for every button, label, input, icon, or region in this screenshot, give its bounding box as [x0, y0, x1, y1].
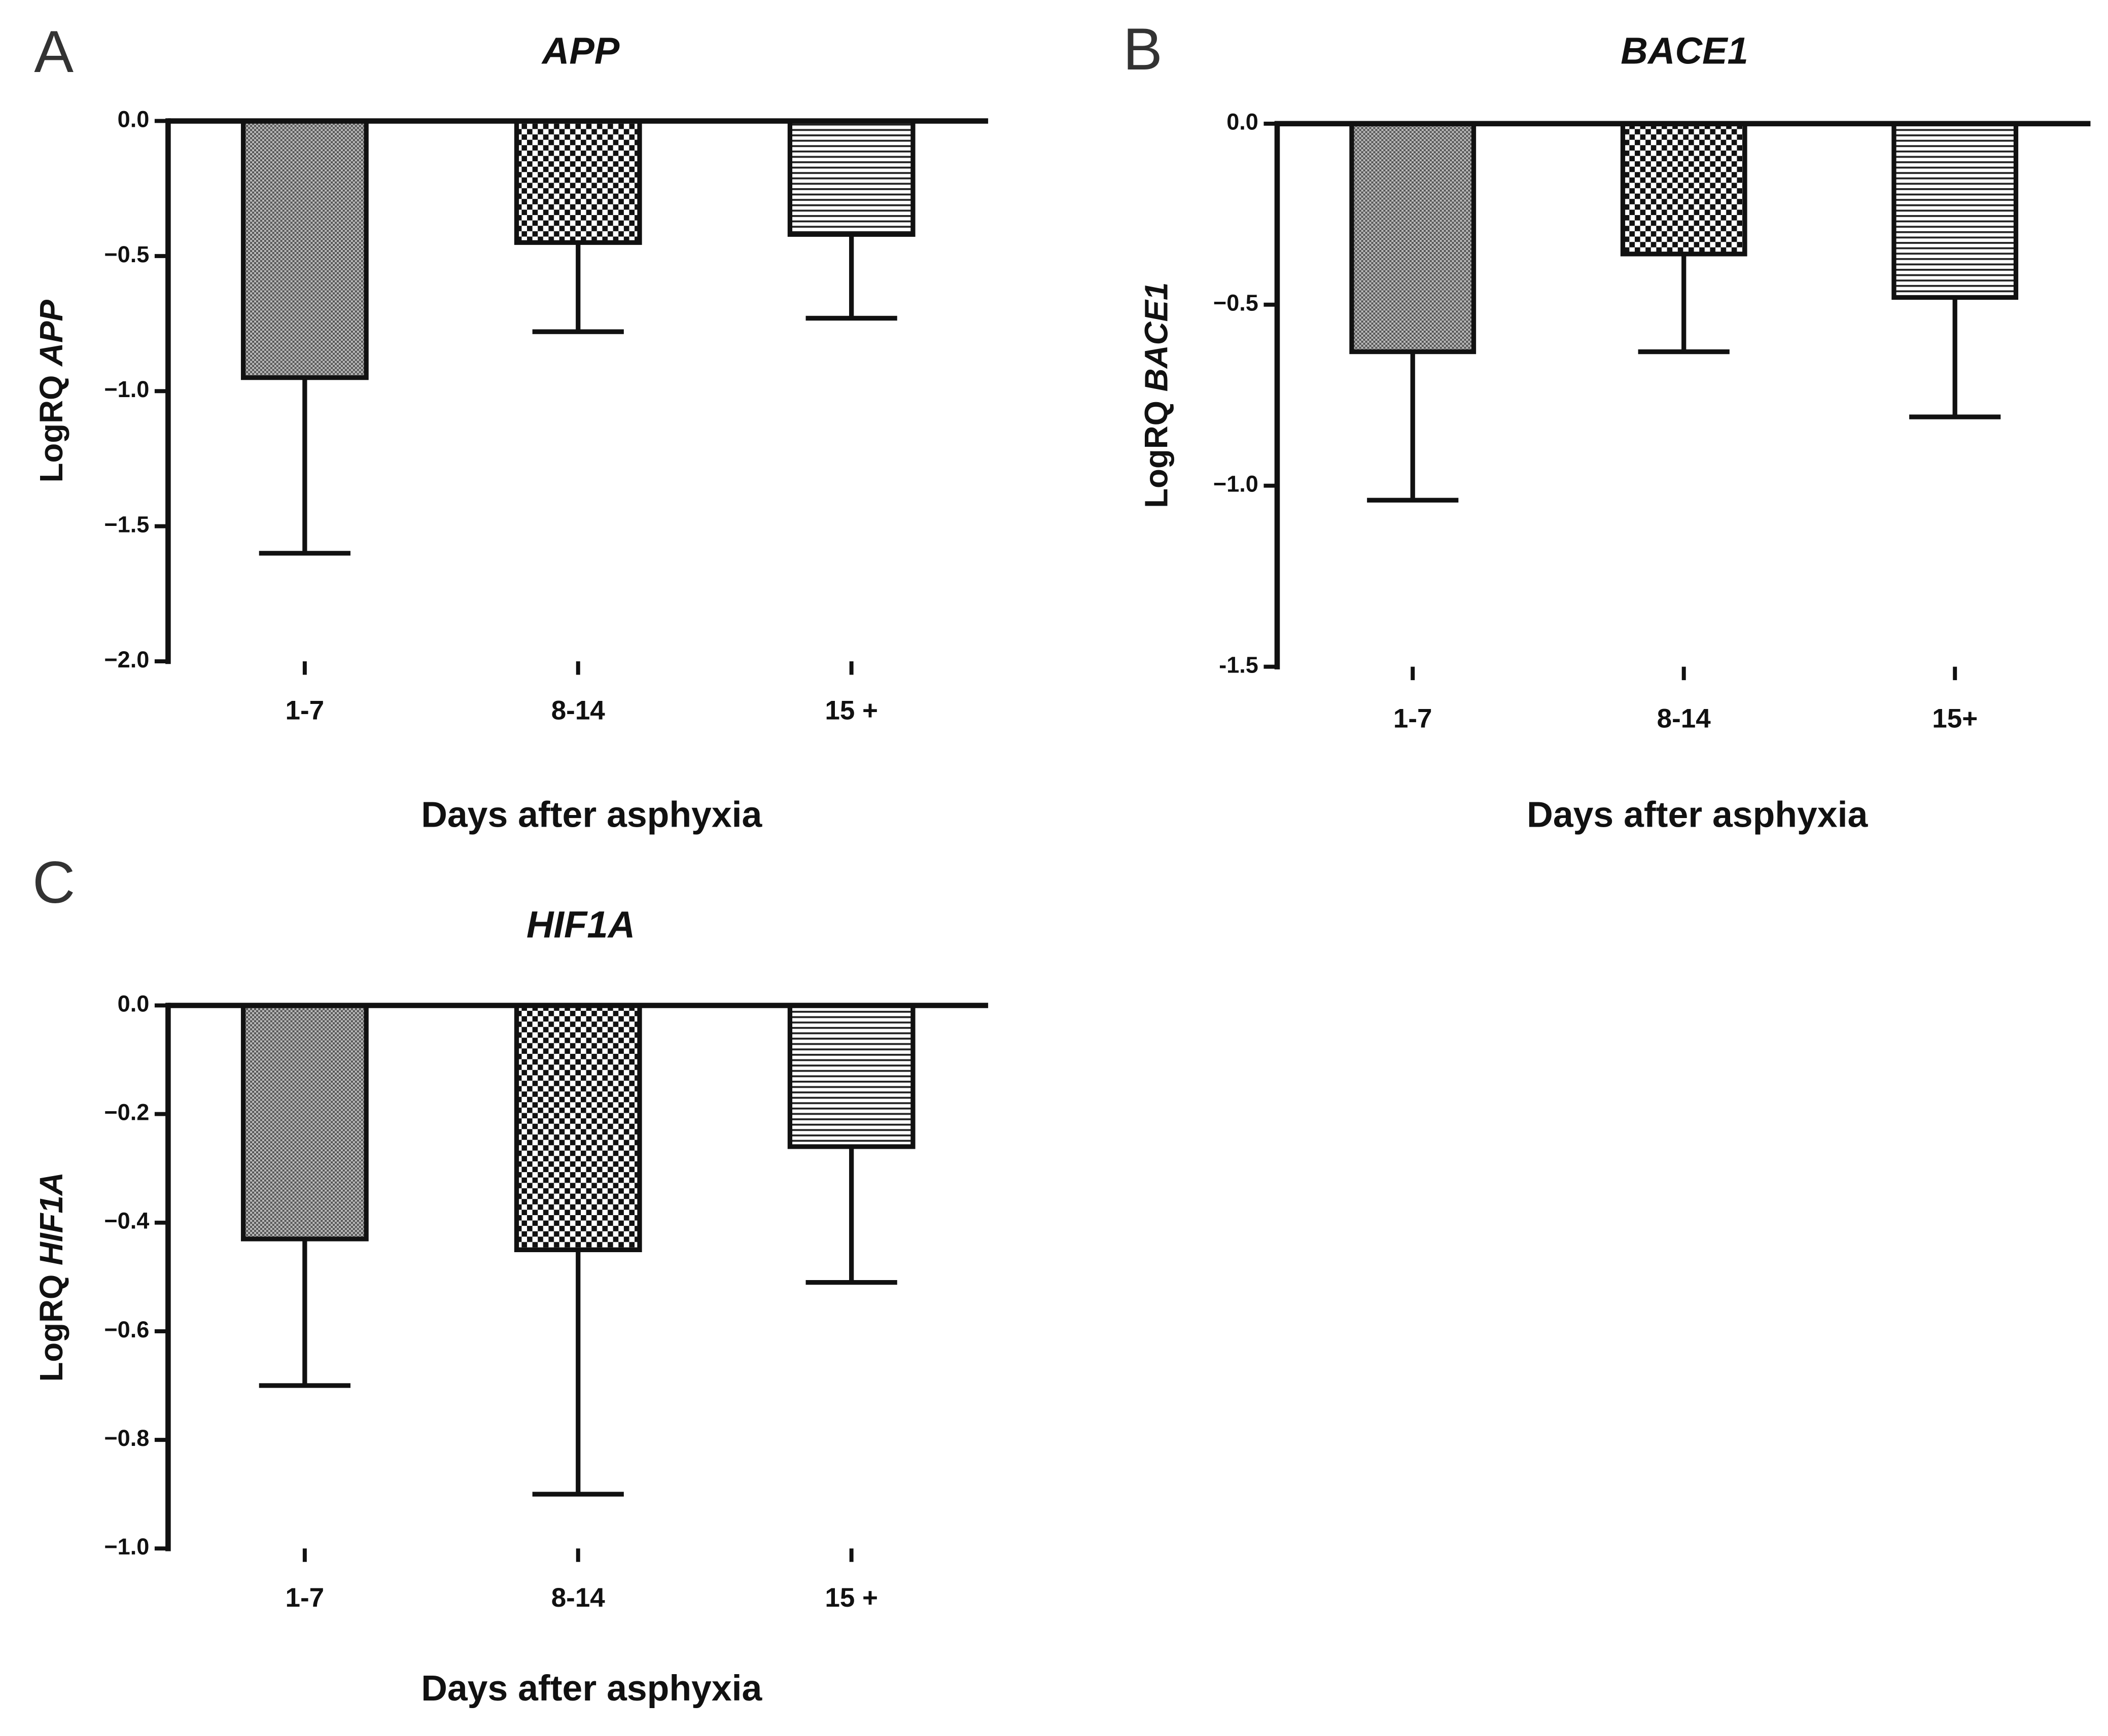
y-tick-label: −1.0: [104, 1534, 149, 1560]
x-tick-label: 1-7: [286, 1583, 325, 1613]
y-axis-label-gene: APP: [33, 300, 69, 367]
y-tick-label: 0.0: [1226, 109, 1258, 135]
bar: [514, 1003, 642, 1252]
y-tick-label: −0.8: [104, 1425, 149, 1451]
x-tick-label: 8-14: [1657, 704, 1711, 734]
y-tick-label: −0.2: [104, 1100, 149, 1125]
x-tick-label: 15+: [1932, 704, 1978, 734]
x-tick-label: 15 +: [825, 1583, 878, 1613]
bar: [514, 118, 642, 245]
y-tick-label: −2.0: [104, 647, 149, 672]
x-tick-label: 1-7: [286, 696, 325, 726]
y-tick-label: −0.4: [104, 1208, 149, 1234]
bar: [1349, 121, 1477, 355]
y-axis-label-gene: HIF1A: [33, 1172, 69, 1265]
bar: [1891, 121, 2019, 300]
chart-title: HIF1A: [526, 903, 635, 945]
chart-title: APP: [541, 30, 620, 72]
y-tick-label: 0.0: [118, 990, 150, 1016]
y-axis-label-text: LogRQ: [33, 1274, 69, 1382]
y-tick-label: -1.5: [1219, 652, 1258, 678]
x-tick-label: 15 +: [825, 696, 878, 726]
bar: [1620, 121, 1747, 257]
y-axis-label-text: LogRQ: [33, 375, 69, 483]
x-tick-label: 8-14: [551, 696, 606, 726]
y-axis-label-text: LogRQ: [1139, 401, 1175, 508]
bar: [240, 1003, 369, 1242]
y-tick-label: −1.0: [104, 376, 149, 402]
x-axis-label: Days after asphyxia: [1527, 794, 1868, 835]
y-tick-label: −0.5: [104, 241, 149, 267]
y-tick-label: 0.0: [118, 106, 150, 132]
y-tick-label: −0.5: [1213, 290, 1258, 316]
y-axis-label: LogRQ BACE1: [1139, 282, 1175, 508]
bar: [787, 118, 916, 237]
y-axis-label: LogRQ HIF1A: [33, 1172, 69, 1381]
bar: [787, 1003, 916, 1149]
x-tick-label: 8-14: [551, 1583, 606, 1613]
y-tick-label: −1.5: [104, 512, 149, 538]
y-axis-label-gene: BACE1: [1139, 282, 1175, 392]
y-tick-label: −0.6: [104, 1317, 149, 1342]
y-axis-label: LogRQ APP: [33, 300, 69, 483]
x-axis-label: Days after asphyxia: [421, 1668, 762, 1709]
bar: [240, 118, 369, 380]
chart-title: BACE1: [1621, 30, 1748, 72]
x-tick-label: 1-7: [1393, 704, 1432, 734]
x-axis-label: Days after asphyxia: [421, 794, 762, 835]
y-tick-label: −1.0: [1213, 471, 1258, 497]
panel-letter: B: [1123, 16, 1163, 82]
panel-letter: C: [32, 849, 75, 915]
panel-letter: A: [34, 18, 74, 85]
